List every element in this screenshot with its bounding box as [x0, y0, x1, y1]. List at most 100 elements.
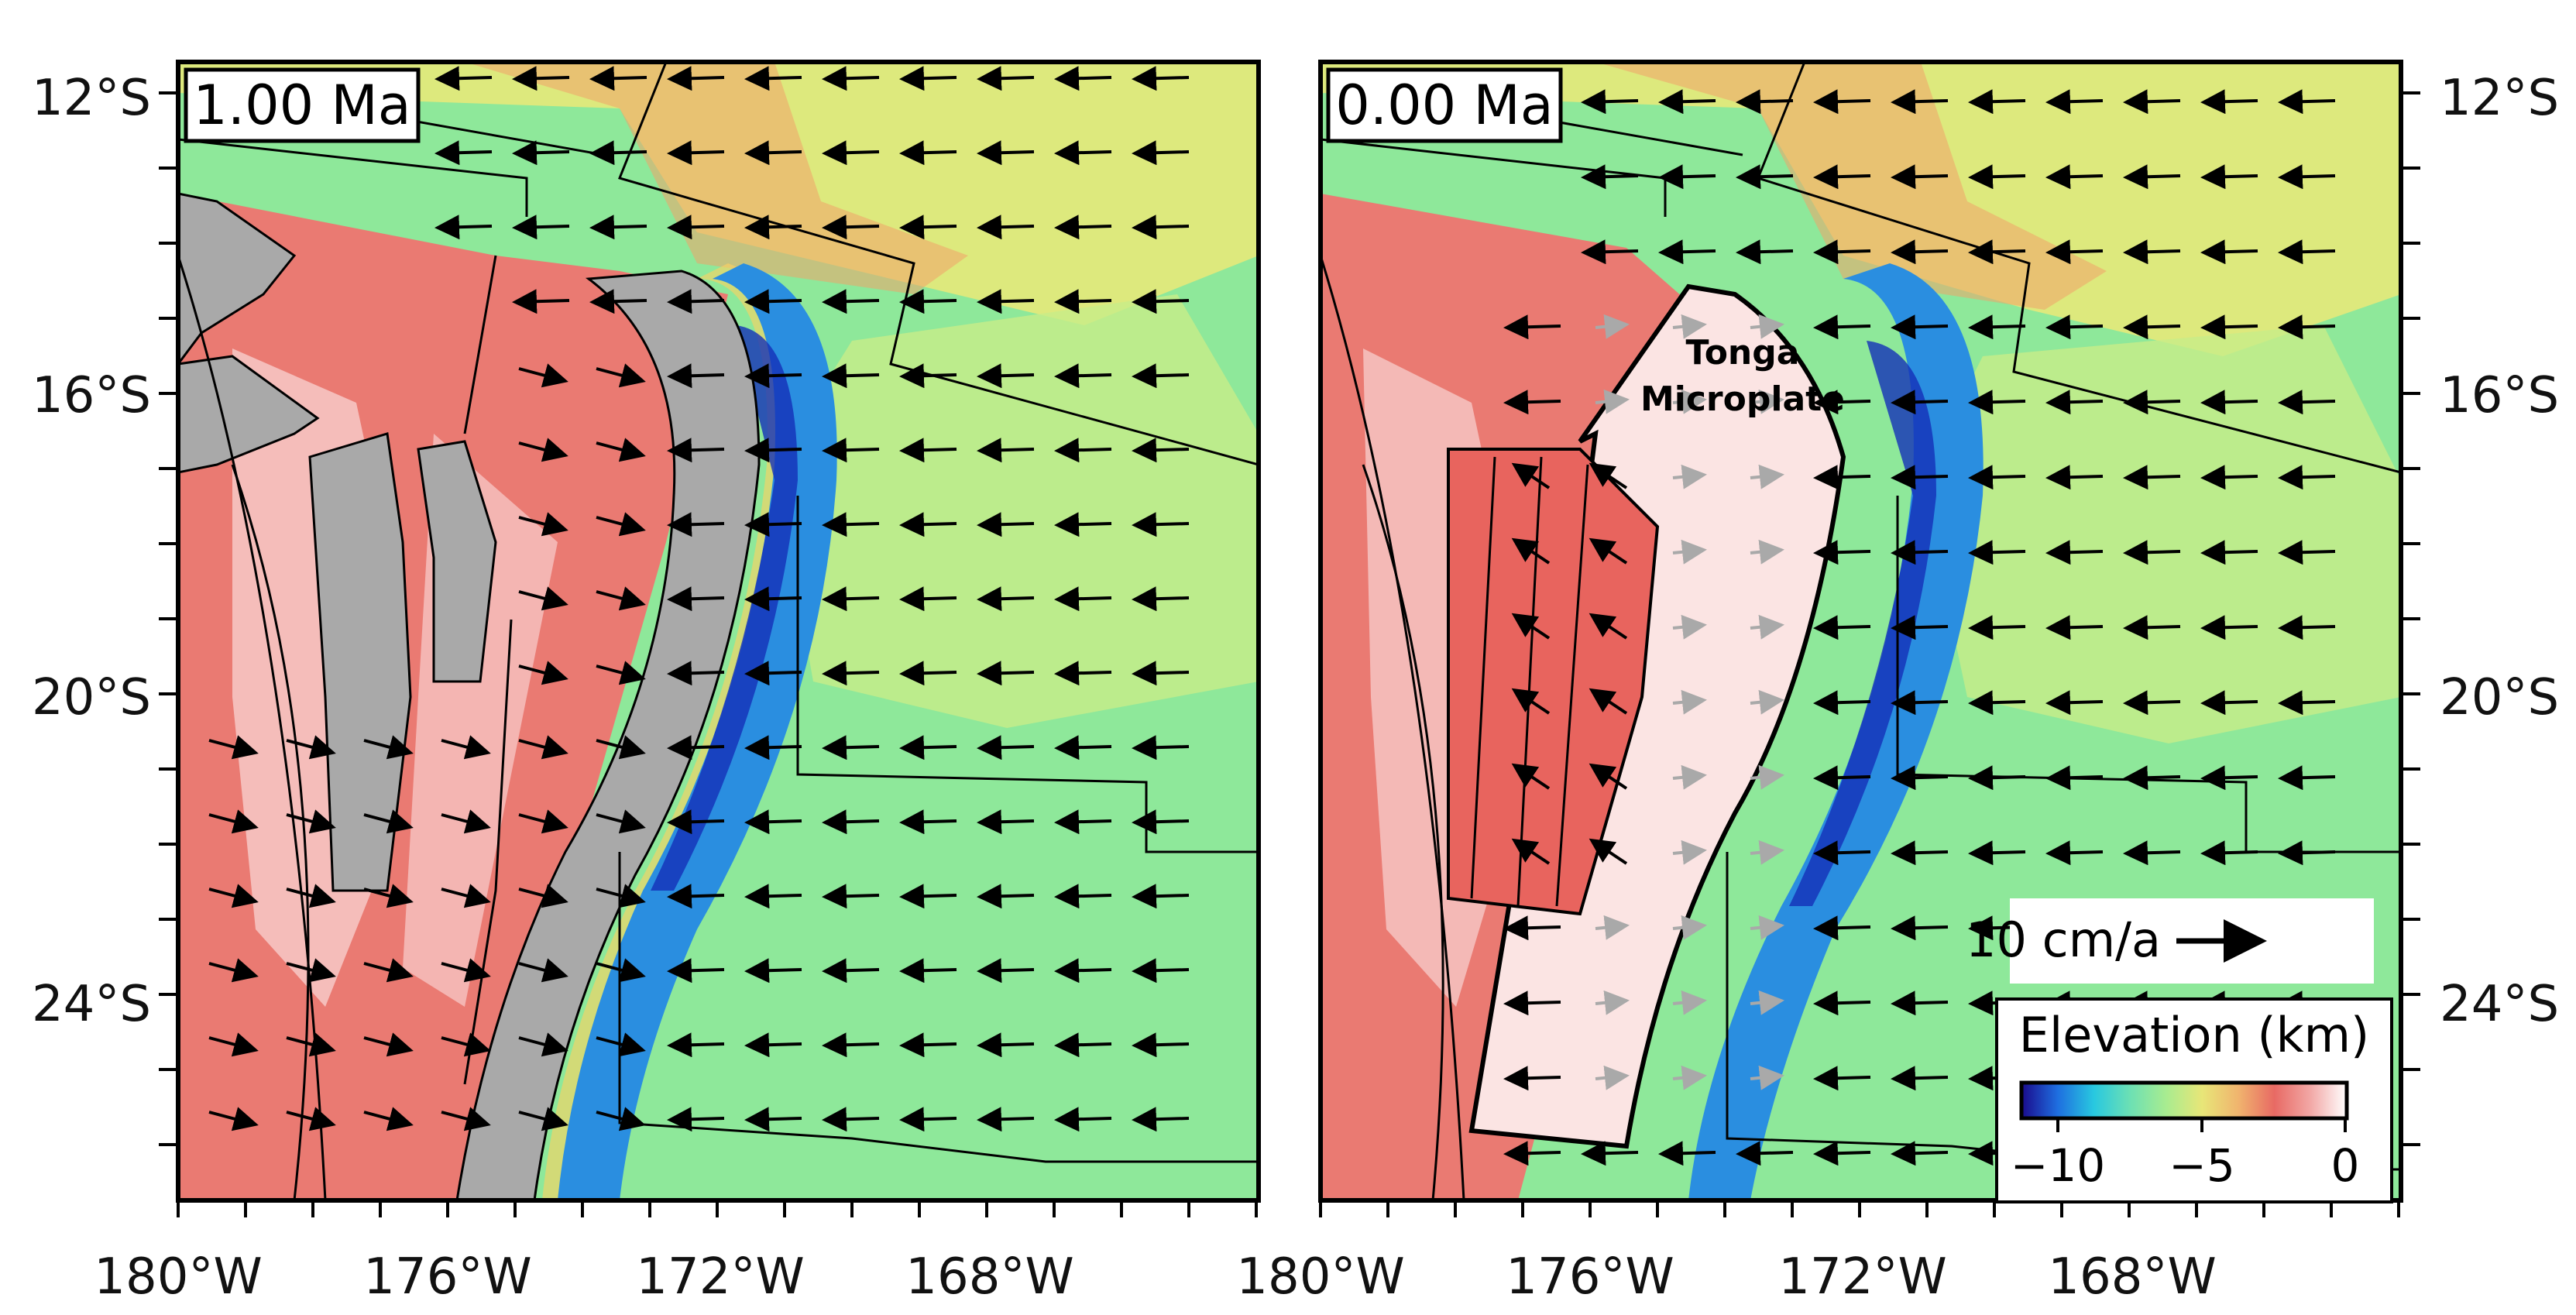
lon-label-172w-right: 172°W [1778, 1248, 1946, 1306]
velocity-arrow [596, 1107, 646, 1131]
velocity-arrow [2045, 164, 2104, 190]
velocity-arrow [1891, 239, 1949, 265]
velocity-arrow [1054, 512, 1112, 537]
velocity-arrow [596, 735, 646, 760]
velocity-arrow [977, 586, 1035, 612]
velocity-arrow [1891, 164, 1949, 190]
velocity-arrow [1503, 1066, 1561, 1091]
lat-label-24s-right: 24°S [2440, 976, 2559, 1033]
velocity-arrow [1750, 389, 1784, 414]
lat-label-20s-left: 20°S [32, 669, 151, 726]
velocity-arrow [2200, 840, 2258, 866]
velocity-arrow [899, 586, 957, 612]
velocity-arrow [667, 438, 725, 463]
velocity-arrow [899, 958, 957, 984]
velocity-arrow [2045, 314, 2104, 340]
velocity-arrow [667, 1107, 725, 1132]
velocity-arrow [596, 884, 646, 908]
velocity-arrow [208, 958, 259, 983]
velocity-arrow [1132, 1107, 1190, 1132]
velocity-arrow [208, 735, 259, 760]
elevation-map-left [178, 62, 1259, 1200]
microplate-label-line2: Microplate [1640, 379, 1845, 419]
lon-axis-right: 180°W 176°W 172°W 168°W [1236, 1200, 2400, 1306]
velocity-arrow [2123, 390, 2181, 415]
velocity-arrow [1589, 537, 1628, 565]
velocity-arrow [977, 215, 1035, 240]
velocity-arrow [363, 735, 414, 760]
velocity-arrow [1813, 915, 1871, 941]
velocity-arrow [2045, 540, 2104, 565]
velocity-arrow [1672, 990, 1707, 1015]
velocity-arrow [2278, 690, 2336, 716]
velocity-arrow [596, 586, 646, 611]
velocity-arrow [1132, 140, 1190, 166]
velocity-arrow [589, 289, 647, 314]
lat-label-20s-right: 20°S [2440, 669, 2559, 726]
velocity-arrow [1813, 765, 1871, 791]
velocity-arrow [518, 884, 568, 908]
velocity-arrow [2200, 765, 2258, 791]
velocity-arrow [822, 958, 880, 984]
velocity-arrow [1054, 958, 1112, 984]
velocity-arrow [977, 1032, 1035, 1058]
velocity-arrow [1968, 89, 2026, 115]
lat-axis-right: 12°S 16°S 20°S 24°S [2401, 70, 2559, 1146]
velocity-arrow [286, 809, 336, 834]
velocity-arrow [596, 363, 646, 388]
velocity-arrow [1891, 615, 1949, 640]
velocity-arrow [518, 586, 568, 611]
velocity-arrow [899, 289, 957, 314]
velocity-arrow [1813, 1141, 1871, 1166]
velocity-arrow [441, 809, 491, 834]
velocity-arrow [1589, 613, 1628, 640]
velocity-arrow [822, 661, 880, 686]
velocity-arrow [1672, 915, 1707, 940]
velocity-arrow [1054, 661, 1112, 686]
velocity-arrow [363, 1032, 414, 1057]
lon-label-172w-left: 172°W [636, 1248, 804, 1306]
velocity-arrow [899, 438, 957, 463]
lat-axis-left: 12°S 16°S 20°S 24°S [32, 70, 178, 1146]
velocity-arrow [899, 363, 957, 389]
velocity-arrow [1054, 586, 1112, 612]
velocity-scale-label: 10 cm/a [1966, 912, 2161, 968]
velocity-arrow [1891, 314, 1949, 340]
velocity-arrow [1511, 763, 1551, 790]
velocity-arrow [518, 438, 568, 462]
velocity-arrow [1968, 239, 2026, 265]
velocity-arrow [1132, 586, 1190, 612]
velocity-arrow [208, 884, 259, 908]
velocity-arrow [899, 661, 957, 686]
velocity-arrow [1132, 438, 1190, 463]
lon-label-180w-left: 180°W [94, 1248, 262, 1306]
velocity-arrow [1581, 1141, 1639, 1166]
velocity-arrow [2278, 615, 2336, 640]
velocity-arrow [1511, 838, 1551, 865]
velocity-arrow [744, 735, 802, 761]
velocity-arrow [596, 438, 646, 462]
velocity-arrow [667, 884, 725, 909]
velocity-arrow [977, 140, 1035, 166]
velocity-arrow [1672, 539, 1707, 565]
lat-label-24s-left: 24°S [32, 976, 151, 1033]
velocity-arrow [899, 1107, 957, 1132]
velocity-arrow [2200, 164, 2258, 190]
velocity-arrow [1813, 239, 1871, 265]
velocity-arrow [899, 884, 957, 909]
velocity-arrow [1132, 289, 1190, 314]
velocity-arrow [667, 140, 725, 166]
velocity-arrow [1672, 464, 1707, 489]
lon-label-176w-right: 176°W [1506, 1248, 1674, 1306]
velocity-arrow [1581, 164, 1639, 190]
velocity-arrow [518, 661, 568, 685]
velocity-arrow [2200, 690, 2258, 716]
velocity-arrow [1968, 164, 2026, 190]
velocity-arrow [977, 66, 1035, 91]
velocity-arrow [822, 884, 880, 909]
velocity-arrow [1750, 915, 1784, 940]
velocity-arrows-left [208, 66, 1190, 1132]
velocity-arrow [1736, 1141, 1794, 1166]
velocity-arrow [744, 363, 802, 389]
velocity-scale-box: 10 cm/a [1966, 898, 2374, 984]
